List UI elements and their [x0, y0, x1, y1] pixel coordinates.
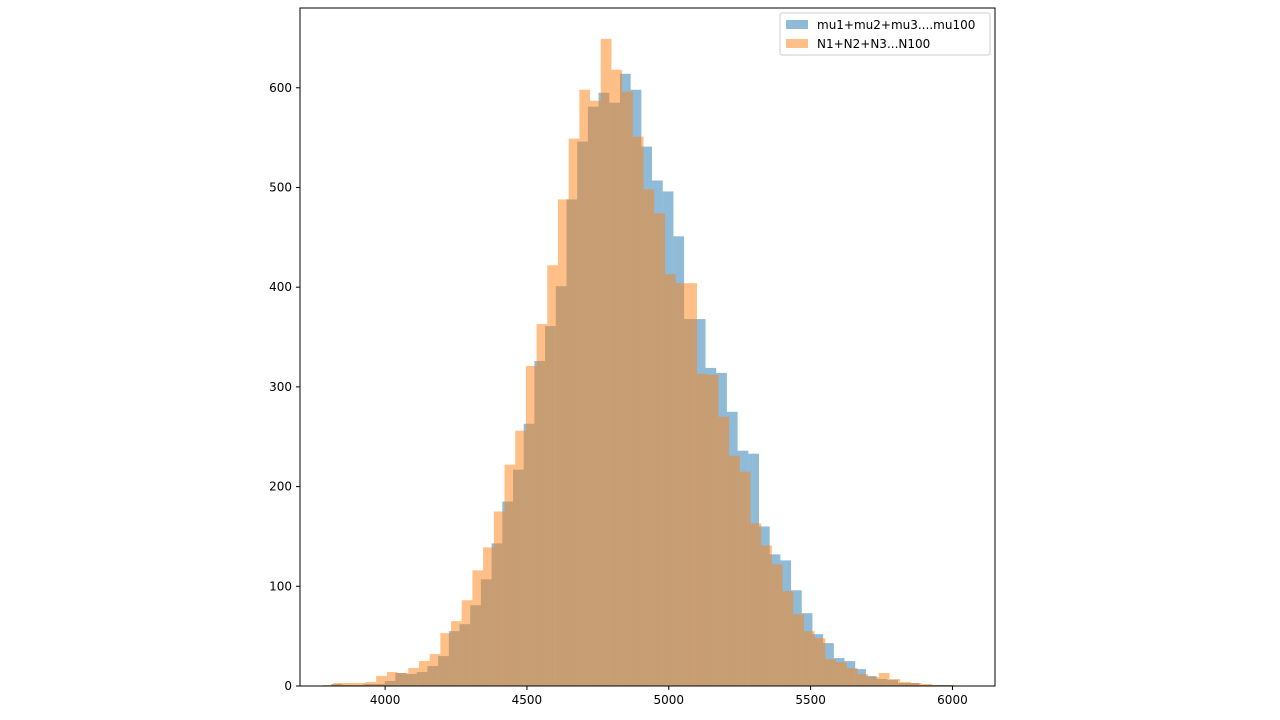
histogram-bar-series-2 [568, 138, 580, 687]
legend-swatch-series-2 [786, 39, 808, 48]
legend: mu1+mu2+mu3....mu100 N1+N2+N3...N100 [779, 12, 991, 56]
histogram-bar-series-2 [889, 679, 901, 686]
histogram-bar-series-2 [408, 668, 419, 686]
histogram-bar-series-2 [643, 189, 655, 686]
histogram-bar-series-2 [868, 677, 879, 686]
histogram-bar-series-2 [686, 283, 698, 686]
x-tick-label: 4500 [512, 693, 543, 707]
y-tick-label: 400 [269, 280, 292, 294]
histogram-bar-series-2 [344, 683, 355, 686]
histogram-bar-series-2 [483, 547, 494, 686]
histogram-bar-series-2 [429, 654, 441, 686]
histogram-bar-series-2 [921, 684, 933, 686]
histogram-bar-series-2 [761, 545, 772, 686]
histogram-bar-series-2 [836, 662, 847, 686]
legend-label-series-1: mu1+mu2+mu3....mu100 [817, 18, 975, 32]
histogram-bar-series-2 [803, 631, 815, 686]
histogram-bar-series-2 [857, 674, 869, 686]
histogram-bar-series-2 [675, 283, 687, 686]
x-tick-label: 4000 [370, 693, 401, 707]
histogram-bar-series-2 [472, 570, 484, 686]
histogram-bar-series-2 [418, 661, 430, 686]
histogram-bar-series-2 [557, 199, 569, 686]
histogram-bar-series-2 [654, 213, 665, 687]
y-tick-label: 0 [284, 679, 292, 693]
histogram-bar-series-2 [547, 265, 558, 686]
histogram-bar-series-2 [729, 455, 740, 686]
histogram-bar-series-2 [846, 668, 858, 686]
histogram-bar-series-2 [611, 69, 623, 687]
histogram-bar-series-2 [493, 511, 505, 686]
histogram-bar-series-2 [900, 682, 911, 686]
histogram-bar-series-2 [739, 471, 751, 686]
histogram-bar-series-2 [814, 638, 826, 686]
axes-frame [299, 7, 996, 687]
x-tick-label: 5000 [654, 693, 685, 707]
histogram-bar-series-2 [397, 673, 409, 686]
histogram-bar-series-2 [622, 91, 633, 687]
histogram-bar-series-2 [515, 430, 526, 686]
legend-box [779, 12, 991, 56]
histogram-bar-series-2 [590, 100, 601, 687]
x-tick-label: 6000 [937, 693, 968, 707]
histogram-bar-series-2 [707, 374, 719, 686]
histogram-bar-series-2 [376, 676, 387, 686]
histogram-bar-series-2 [910, 683, 922, 686]
histogram-bar-series-2 [525, 365, 537, 686]
histogram-bar-series-2 [536, 324, 548, 686]
histogram-bar-series-2 [386, 672, 398, 686]
histogram-bar-series-2 [579, 89, 591, 686]
ticks-layer: 4000 4500 5000 5500 6000 0 100 200 300 400 500 600 [269, 81, 968, 707]
histogram-bar-series-2 [440, 633, 452, 686]
y-tick-label: 100 [269, 579, 292, 593]
histogram-bar-series-2 [664, 274, 676, 686]
y-tick-label: 500 [269, 180, 292, 194]
histogram-bar-series-2 [878, 673, 890, 686]
histogram-bar-series-2 [365, 682, 377, 686]
y-tick-label: 300 [269, 380, 292, 394]
histogram-bar-series-2 [718, 416, 730, 686]
legend-swatch-series-1 [786, 20, 808, 29]
x-tick-label: 5500 [795, 693, 826, 707]
histogram-bar-series-2 [451, 621, 462, 686]
histogram-bar-series-2 [750, 523, 762, 686]
histogram-bar-series-2 [600, 38, 612, 687]
histogram-bar-series-2 [793, 614, 804, 686]
bars-layer [322, 38, 954, 687]
histogram-bar-series-2 [632, 136, 644, 686]
histogram-bar-series-2 [504, 464, 516, 686]
y-tick-label: 200 [269, 480, 292, 494]
y-tick-label: 600 [269, 81, 292, 95]
histogram-bar-series-2 [771, 564, 783, 686]
histogram-bar-series-2 [825, 659, 837, 686]
histogram-bar-series-2 [782, 591, 794, 686]
histogram-bar-series-2 [697, 373, 708, 686]
legend-label-series-2: N1+N2+N3...N100 [817, 37, 930, 51]
histogram-bar-series-2 [354, 683, 366, 686]
histogram-bar-series-2 [333, 683, 345, 686]
histogram-bar-series-2 [461, 600, 473, 686]
